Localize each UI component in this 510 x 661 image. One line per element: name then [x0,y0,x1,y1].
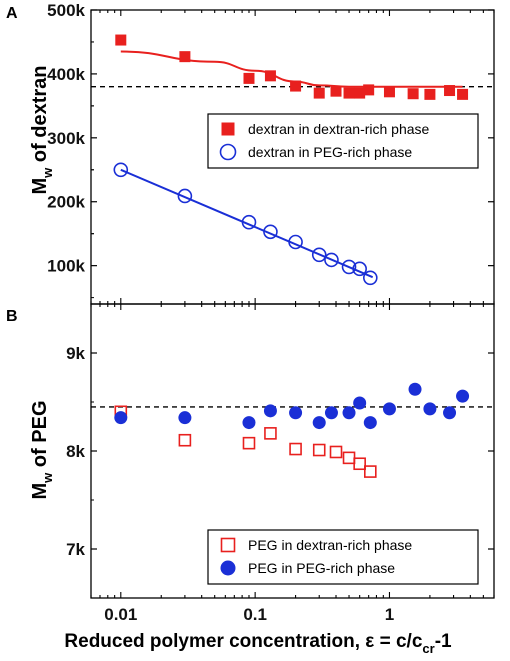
data-point [363,416,377,430]
data-point [242,416,256,430]
data-point [313,87,325,99]
x-tick-label: 1 [385,605,394,624]
x-axis-label: Reduced polymer concentration, ε = c/ccr… [64,631,452,656]
data-point [221,122,235,136]
y-tick-label: 100k [47,257,85,276]
panel-b-y-axis-label: Mw of PEG [29,400,55,499]
data-point [243,72,255,84]
data-point [424,88,436,100]
data-point [177,188,193,204]
y-tick-label: 400k [47,65,85,84]
data-point [324,406,338,420]
data-point [312,416,326,430]
data-point [363,84,375,96]
data-point [115,34,127,46]
x-tick-label: 0.1 [243,605,267,624]
data-point [263,404,277,418]
data-point [342,451,356,465]
data-point [354,87,366,99]
data-point [456,389,470,403]
data-point [289,406,303,420]
y-tick-label: 7k [66,540,85,559]
y-tick-label: 500k [47,1,85,20]
data-point [343,87,355,99]
data-point [178,411,192,425]
data-point [264,70,276,82]
data-point [290,80,302,92]
panel-a-plot: 100k 200k 300k 400k 500k dextran in dextran-r… [47,1,495,305]
x-axis-label-rest: -1 [435,631,452,652]
data-point [383,86,395,98]
legend-box [207,113,479,169]
legend-box [207,529,479,585]
y-tick-label: 9k [66,344,85,363]
panel-b-y-axis-label-main: M [29,483,51,500]
data-point [220,560,236,576]
data-point [219,143,237,161]
legend-entry-label: PEG in PEG-rich phase [248,560,395,576]
data-point [457,88,469,100]
data-point [352,261,367,277]
data-point [264,427,277,440]
data-point [178,433,192,447]
panel-a-y-axis-label-rest: of dextran [29,65,51,167]
panel-a-y-axis-label-sub: w [40,167,55,179]
data-point [220,537,236,553]
data-point [382,402,396,416]
data-point [443,406,457,420]
data-point [423,402,437,416]
data-point [407,88,419,100]
x-axis-label-main: Reduced polymer concentration, ε = c/c [64,631,422,652]
legend-entry-label: dextran in dextran-rich phase [248,121,430,137]
panel-b-y-axis-label-sub: w [40,472,55,484]
panel-a: A Mw of dextran 100k 200k 300k 400k 500k dext… [6,1,495,305]
data-point [114,411,128,425]
data-point [342,406,356,420]
data-point [330,85,342,97]
fit-line [120,168,374,279]
legend-entry-label: dextran in PEG-rich phase [248,144,412,160]
y-tick-label: 200k [47,193,85,212]
legend-entry-label: PEG in dextran-rich phase [248,537,412,553]
data-point [444,85,456,97]
panel-b: B Mw of PEG 7k 8k 9k 0.01 0.1 1 PEG in dextran… [6,303,495,624]
data-point [408,382,422,396]
data-point [363,270,378,286]
data-point [324,252,339,268]
panel-a-y-axis-label: Mw of dextran [29,65,55,194]
data-point [353,396,367,410]
data-point [341,259,357,275]
data-point [312,443,326,457]
data-point [113,162,129,178]
x-axis-label-sub: cr [422,641,434,656]
panel-b-plot: 7k 8k 9k 0.01 0.1 1 PEG in dextran-rich phase P… [66,303,495,624]
data-point [242,436,256,450]
data-point [241,214,257,230]
data-point [311,247,327,263]
data-point [179,51,191,63]
data-point [288,234,303,250]
x-tick-label: 0.01 [104,605,137,624]
y-tick-label: 8k [66,442,85,461]
panel-b-y-axis-label-rest: of PEG [29,400,51,472]
data-point [289,442,302,456]
data-point [263,224,278,240]
data-point [364,465,377,478]
fit-line [120,50,463,88]
panel-b-label: B [6,308,18,325]
data-point [353,457,366,471]
data-point [329,445,343,459]
y-tick-label: 300k [47,129,85,148]
panel-a-label: A [6,5,18,22]
panel-a-y-axis-label-main: M [29,178,51,195]
